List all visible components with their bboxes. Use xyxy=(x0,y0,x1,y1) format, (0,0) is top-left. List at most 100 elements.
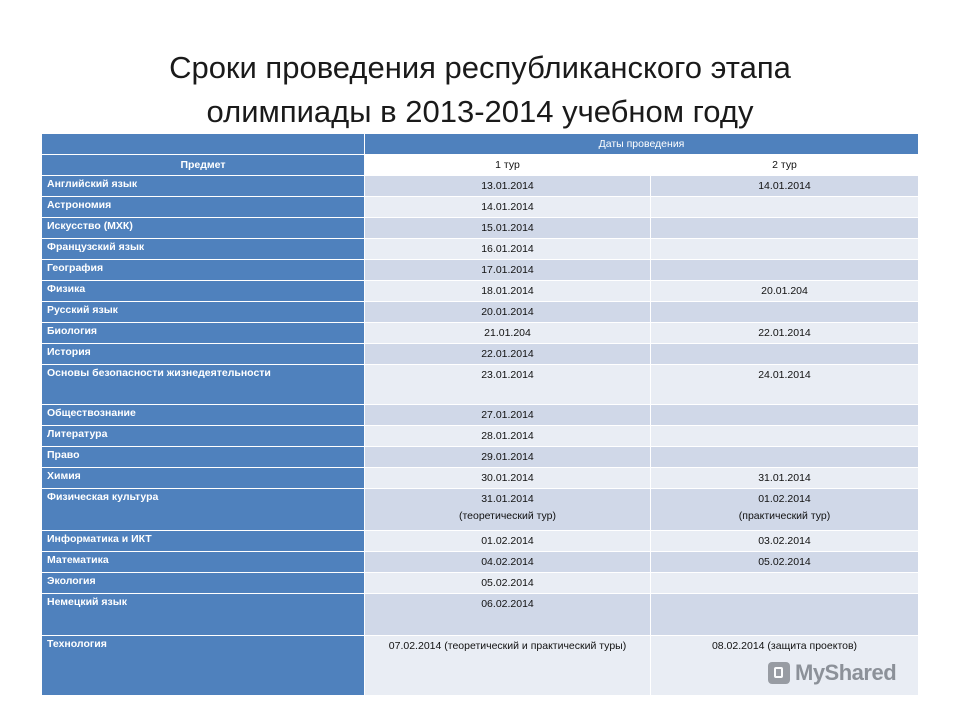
subject-cell: История xyxy=(41,343,365,365)
tour-2-date-cell: 03.02.2014 xyxy=(650,530,919,552)
header-subject: Предмет xyxy=(41,154,365,176)
tour-2-date-cell: 08.02.2014 (защита проектов) xyxy=(650,635,919,696)
tour-2-date-cell: 20.01.204 xyxy=(650,280,919,302)
table-row: Немецкий язык 06.02.2014 xyxy=(41,593,919,636)
header-blank-cell xyxy=(41,133,365,155)
header-row-tours: Предмет 1 тур 2 тур xyxy=(41,154,919,176)
subject-cell: Физическая культура xyxy=(41,488,365,531)
tour-1-date: 07.02.2014 (теоретический и практический… xyxy=(388,640,627,652)
table-row: Английский язык 13.01.2014 14.01.2014 xyxy=(41,175,919,197)
subject-cell: Астрономия xyxy=(41,196,365,218)
header-row-dates: Даты проведения xyxy=(41,133,919,155)
tour-1-date: 18.01.2014 xyxy=(481,285,534,297)
tour-1-date-cell: 06.02.2014 xyxy=(364,593,651,636)
subject-cell: Информатика и ИКТ xyxy=(41,530,365,552)
tour-2-date: 14.01.2014 xyxy=(758,180,811,192)
table-row: Основы безопасности жизнедеятельности 23.… xyxy=(41,364,919,405)
tour-1-date-cell: 29.01.2014 xyxy=(364,446,651,468)
table-row: Искусство (МХК) 15.01.2014 xyxy=(41,217,919,239)
tour-2-date-cell: 24.01.2014 xyxy=(650,364,919,405)
tour-2-date-cell xyxy=(650,343,919,365)
tour-2-date: 24.01.2014 xyxy=(758,369,811,381)
subject-cell: Биология xyxy=(41,322,365,344)
tour-2-date-cell xyxy=(650,259,919,281)
tour-1-date-cell: 01.02.2014 xyxy=(364,530,651,552)
tour-1-date: 15.01.2014 xyxy=(481,222,534,234)
subject-cell: Литература xyxy=(41,425,365,447)
table-row: Французский язык 16.01.2014 xyxy=(41,238,919,260)
subject-cell: Русский язык xyxy=(41,301,365,323)
table-row: Информатика и ИКТ 01.02.2014 03.02.2014 xyxy=(41,530,919,552)
tour-1-date: 21.01.204 xyxy=(484,327,531,339)
tour-1-date-cell: 18.01.2014 xyxy=(364,280,651,302)
tour-2-date: 05.02.2014 xyxy=(758,556,811,568)
tour-1-date-cell: 07.02.2014 (теоретический и практический… xyxy=(364,635,651,696)
tour-1-date: 14.01.2014 xyxy=(481,201,534,213)
tour-1-date: 22.01.2014 xyxy=(481,348,534,360)
tour-1-date: 23.01.2014 xyxy=(481,369,534,381)
tour-1-date-cell: 22.01.2014 xyxy=(364,343,651,365)
tour-2-date: 20.01.204 xyxy=(761,285,808,297)
table-row: История 22.01.2014 xyxy=(41,343,919,365)
myshared-logo-icon xyxy=(768,662,790,684)
table-row: Математика 04.02.2014 05.02.2014 xyxy=(41,551,919,573)
tour-2-date: 31.01.2014 xyxy=(758,472,811,484)
subject-cell: Немецкий язык xyxy=(41,593,365,636)
tour-2-date-cell: 14.01.2014 xyxy=(650,175,919,197)
tour-1-date-cell: 20.01.2014 xyxy=(364,301,651,323)
subject-cell: Химия xyxy=(41,467,365,489)
tour-1-date: 04.02.2014 xyxy=(481,556,534,568)
tour-2-date-cell xyxy=(650,238,919,260)
table-row: География 17.01.2014 xyxy=(41,259,919,281)
table-row: Астрономия 14.01.2014 xyxy=(41,196,919,218)
tour-2-date-cell xyxy=(650,404,919,426)
tour-1-date: 01.02.2014 xyxy=(481,535,534,547)
table-row: Русский язык 20.01.2014 xyxy=(41,301,919,323)
subject-cell: Физика xyxy=(41,280,365,302)
tour-2-date-cell xyxy=(650,572,919,594)
tour-1-date: 27.01.2014 xyxy=(481,409,534,421)
tour-1-note: (теоретический тур) xyxy=(458,510,557,522)
tour-1-date: 17.01.2014 xyxy=(481,264,534,276)
watermark-text: MyShared xyxy=(795,660,897,685)
tour-2-date-cell xyxy=(650,217,919,239)
tour-1-date-cell: 21.01.204 xyxy=(364,322,651,344)
table-row: Физика 18.01.2014 20.01.204 xyxy=(41,280,919,302)
tour-2-date-cell: 22.01.2014 xyxy=(650,322,919,344)
slide-title: Сроки проведения республиканского этапа … xyxy=(0,46,960,134)
tour-1-date: 29.01.2014 xyxy=(481,451,534,463)
subject-cell: Французский язык xyxy=(41,238,365,260)
table-row: Физическая культура 31.01.2014 (теоретичес… xyxy=(41,488,919,531)
tour-1-date-cell: 13.01.2014 xyxy=(364,175,651,197)
tour-2-date-cell xyxy=(650,593,919,636)
olympiad-schedule-table: Даты проведения Предмет 1 тур 2 тур Англ… xyxy=(41,133,919,696)
tour-1-date-cell: 30.01.2014 xyxy=(364,467,651,489)
header-tour-1: 1 тур xyxy=(364,154,651,176)
tour-2-date-cell xyxy=(650,425,919,447)
tour-1-date-cell: 04.02.2014 xyxy=(364,551,651,573)
tour-2-date-cell: 05.02.2014 xyxy=(650,551,919,573)
title-line-1: Сроки проведения республиканского этапа xyxy=(169,50,791,85)
tour-2-date-cell: 31.01.2014 xyxy=(650,467,919,489)
table-row: Право 29.01.2014 xyxy=(41,446,919,468)
subject-cell: Экология xyxy=(41,572,365,594)
table-row: Технология 07.02.2014 (теоретический и пр… xyxy=(41,635,919,696)
tour-2-date-cell xyxy=(650,196,919,218)
tour-1-date-cell: 31.01.2014 (теоретический тур) xyxy=(364,488,651,531)
subject-cell: Основы безопасности жизнедеятельности xyxy=(41,364,365,405)
tour-1-date: 05.02.2014 xyxy=(481,577,534,589)
subject-cell: Право xyxy=(41,446,365,468)
table-row: Обществознание 27.01.2014 xyxy=(41,404,919,426)
subject-cell: Обществознание xyxy=(41,404,365,426)
tour-2-date: 03.02.2014 xyxy=(758,535,811,547)
header-tour-2: 2 тур xyxy=(650,154,919,176)
tour-1-date-cell: 16.01.2014 xyxy=(364,238,651,260)
table-row: Химия 30.01.2014 31.01.2014 xyxy=(41,467,919,489)
subject-cell: Английский язык xyxy=(41,175,365,197)
subject-cell: География xyxy=(41,259,365,281)
tour-1-date: 28.01.2014 xyxy=(481,430,534,442)
tour-1-date-cell: 14.01.2014 xyxy=(364,196,651,218)
tour-1-date-cell: 27.01.2014 xyxy=(364,404,651,426)
subject-cell: Искусство (МХК) xyxy=(41,217,365,239)
tour-1-date: 31.01.2014 xyxy=(481,493,534,505)
